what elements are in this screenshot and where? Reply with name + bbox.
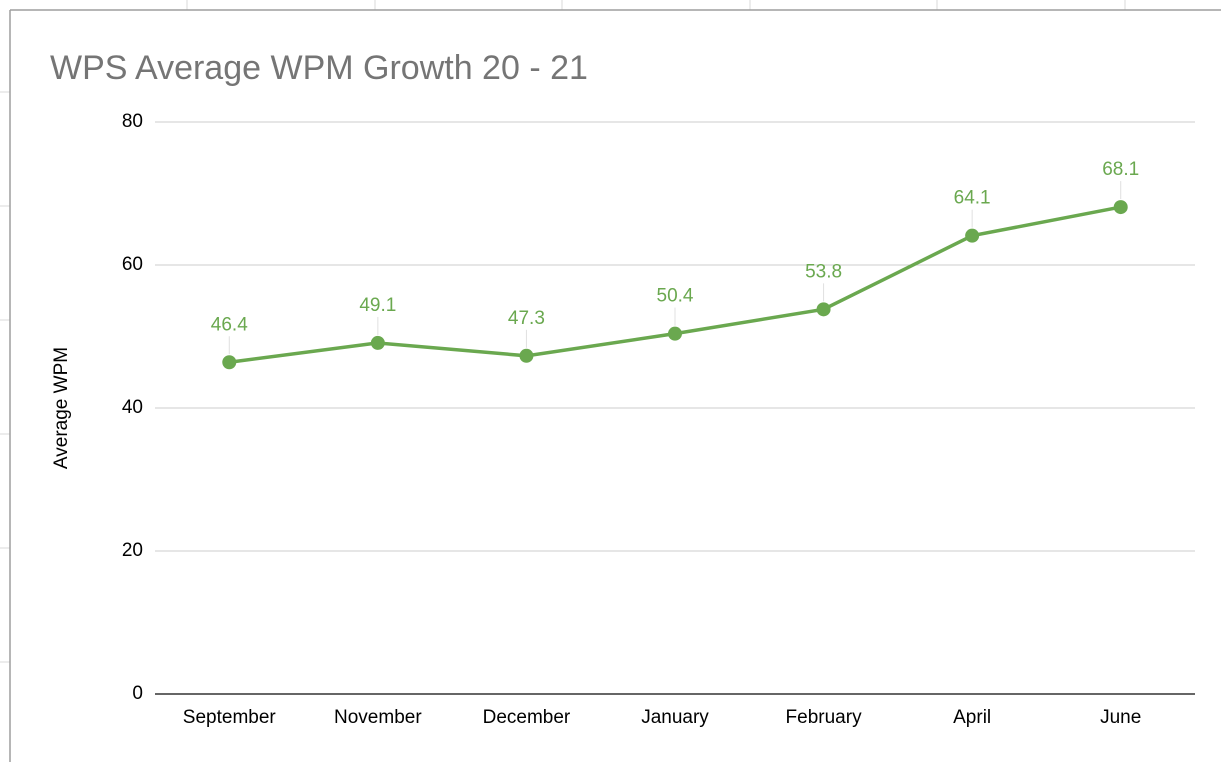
- data-point: [965, 228, 980, 243]
- data-label: 49.1: [359, 295, 396, 316]
- data-label: 53.8: [805, 261, 842, 282]
- data-label: 47.3: [508, 308, 545, 329]
- x-tick-label: December: [483, 707, 571, 728]
- x-tick-label: June: [1100, 707, 1141, 728]
- y-tick-label: 60: [122, 254, 143, 275]
- data-label: 46.4: [211, 314, 248, 335]
- y-tick-label: 0: [132, 683, 143, 704]
- data-point: [370, 335, 385, 350]
- data-point: [816, 302, 831, 317]
- y-tick-label: 80: [122, 111, 143, 132]
- data-label: 68.1: [1102, 159, 1139, 180]
- data-point: [1113, 200, 1128, 215]
- data-point: [668, 326, 682, 341]
- y-tick-label: 20: [122, 540, 143, 561]
- y-axis-label: Average WPM: [51, 347, 72, 469]
- x-tick-label: September: [183, 707, 277, 728]
- data-label: 50.4: [657, 286, 694, 307]
- chart-title: WPS Average WPM Growth 20 - 21: [50, 49, 588, 87]
- x-tick-label: February: [786, 707, 863, 728]
- x-tick-label: April: [953, 707, 991, 728]
- data-point: [222, 355, 237, 370]
- x-tick-label: January: [641, 707, 709, 728]
- sheet-grid: [0, 0, 1126, 663]
- data-label: 64.1: [954, 188, 991, 209]
- data-point: [519, 348, 534, 363]
- x-tick-label: November: [334, 707, 422, 728]
- y-tick-label: 40: [122, 397, 143, 418]
